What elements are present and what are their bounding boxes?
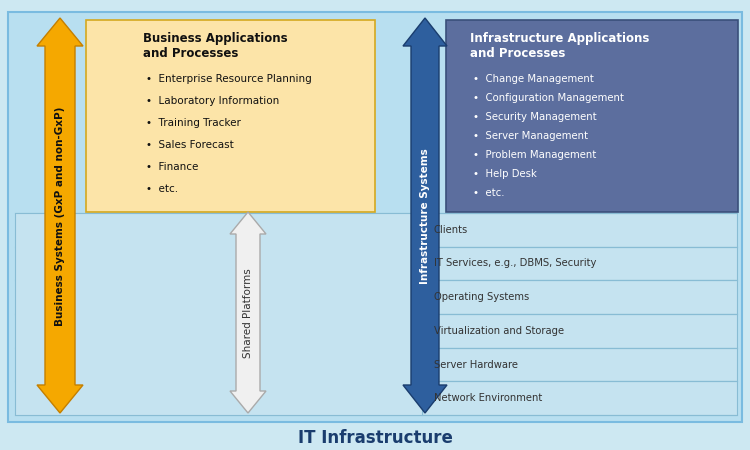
- Text: •  Sales Forecast: • Sales Forecast: [146, 140, 234, 150]
- Text: •  Finance: • Finance: [146, 162, 198, 172]
- Text: •  Server Management: • Server Management: [473, 131, 588, 141]
- Polygon shape: [37, 18, 83, 413]
- Polygon shape: [230, 212, 266, 413]
- Text: •  etc.: • etc.: [146, 184, 178, 194]
- Text: Shared Platforms: Shared Platforms: [243, 268, 253, 358]
- Text: •  Problem Management: • Problem Management: [473, 150, 596, 160]
- Text: Server Hardware: Server Hardware: [434, 360, 518, 369]
- FancyBboxPatch shape: [422, 381, 737, 415]
- Text: •  Laboratory Information: • Laboratory Information: [146, 96, 279, 106]
- Text: Business Systems (GxP and non-GxP): Business Systems (GxP and non-GxP): [55, 106, 65, 326]
- Text: •  etc.: • etc.: [473, 188, 505, 198]
- Text: Business Applications
and Processes: Business Applications and Processes: [143, 32, 288, 60]
- FancyBboxPatch shape: [422, 314, 737, 348]
- FancyBboxPatch shape: [422, 348, 737, 381]
- FancyBboxPatch shape: [422, 213, 737, 247]
- Text: IT Services, e.g., DBMS, Security: IT Services, e.g., DBMS, Security: [434, 258, 596, 269]
- Text: •  Security Management: • Security Management: [473, 112, 597, 122]
- FancyBboxPatch shape: [15, 213, 422, 415]
- FancyBboxPatch shape: [422, 280, 737, 314]
- Text: •  Help Desk: • Help Desk: [473, 169, 537, 179]
- Text: Virtualization and Storage: Virtualization and Storage: [434, 326, 564, 336]
- Text: Network Environment: Network Environment: [434, 393, 542, 403]
- Text: •  Training Tracker: • Training Tracker: [146, 118, 241, 128]
- Text: IT Infrastructure: IT Infrastructure: [298, 429, 452, 447]
- FancyBboxPatch shape: [86, 20, 375, 212]
- FancyBboxPatch shape: [422, 247, 737, 280]
- Text: Infrastructure Applications
and Processes: Infrastructure Applications and Processe…: [470, 32, 650, 60]
- Text: Infrastructure Systems: Infrastructure Systems: [420, 148, 430, 284]
- Text: •  Configuration Management: • Configuration Management: [473, 93, 624, 103]
- Polygon shape: [403, 18, 447, 413]
- Text: Clients: Clients: [434, 225, 468, 235]
- FancyBboxPatch shape: [8, 12, 742, 422]
- Text: •  Change Management: • Change Management: [473, 74, 594, 84]
- FancyBboxPatch shape: [446, 20, 738, 212]
- Text: •  Enterprise Resource Planning: • Enterprise Resource Planning: [146, 74, 312, 84]
- Text: Operating Systems: Operating Systems: [434, 292, 530, 302]
